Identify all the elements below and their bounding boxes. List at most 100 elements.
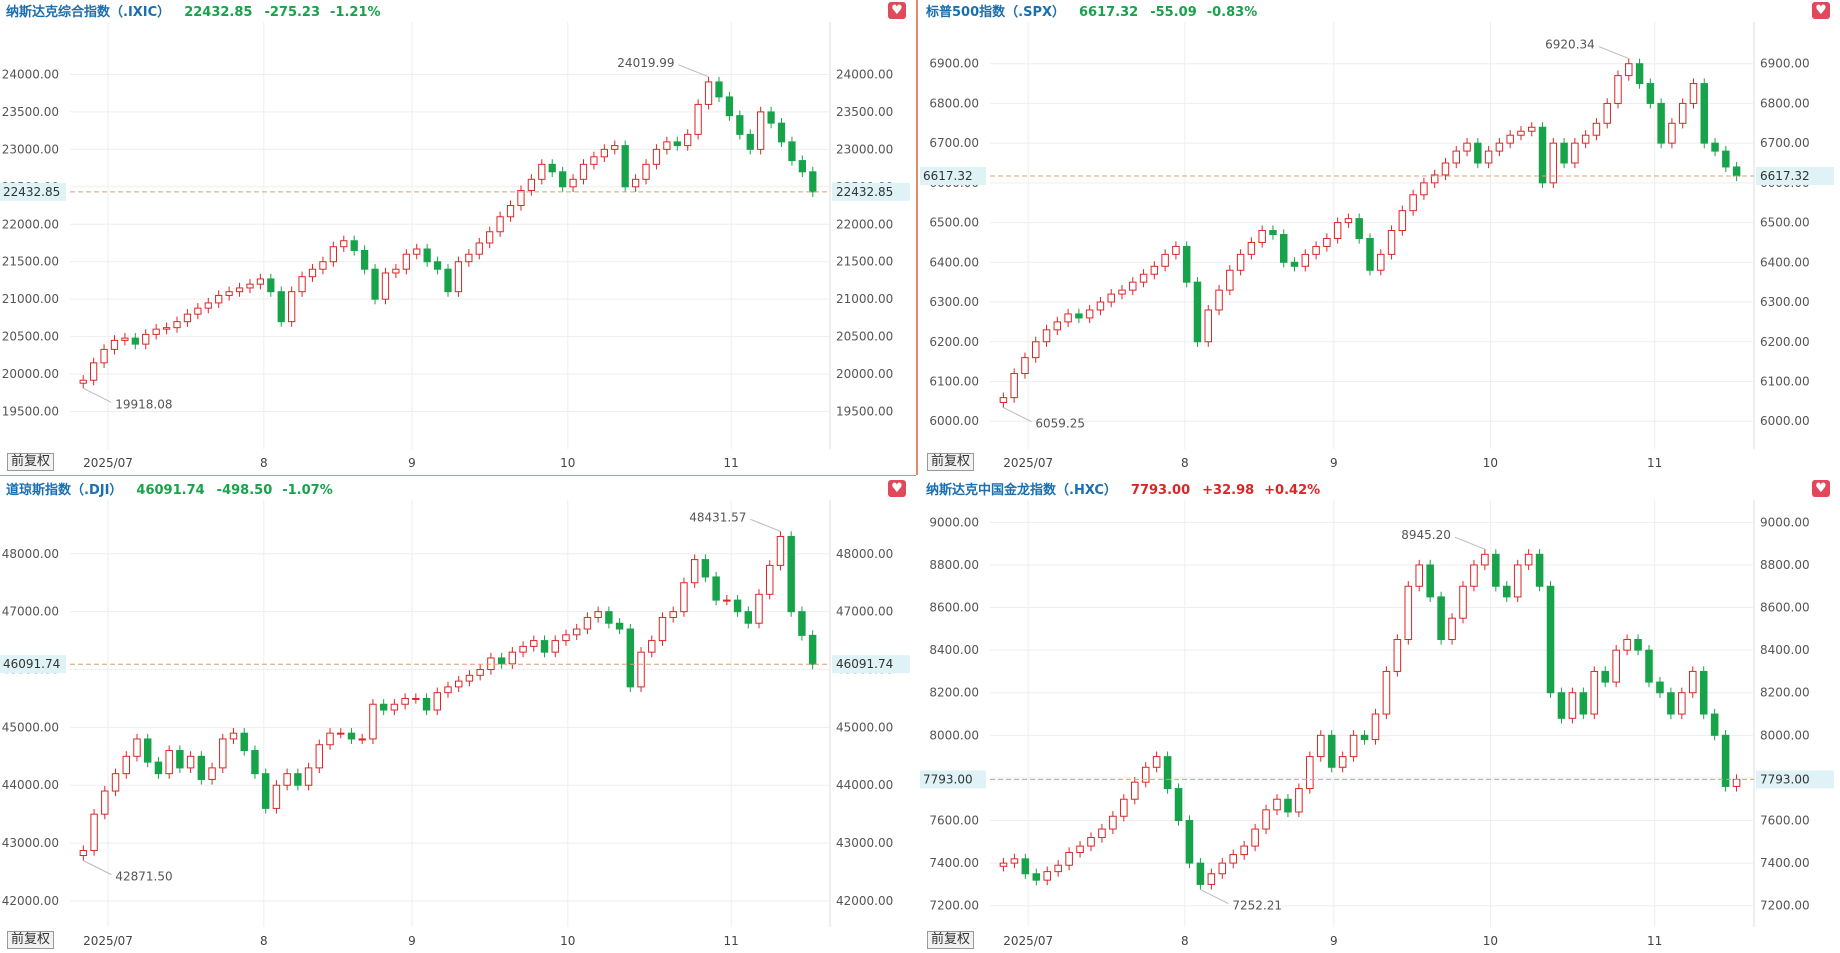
y-tick-label: 19500.00 (2, 405, 59, 419)
y-tick-label-right: 7400.00 (1760, 856, 1810, 870)
adjust-button[interactable]: 前复权 (927, 453, 975, 471)
candle-body (517, 190, 525, 207)
adjust-button[interactable]: 前复权 (7, 453, 55, 471)
candle-body (111, 773, 120, 792)
last-price-tag-left (920, 770, 986, 789)
candle-body (267, 278, 275, 293)
y-tick-label-right: 7600.00 (1760, 814, 1810, 828)
candle-body (1656, 681, 1664, 694)
candle-body (808, 634, 817, 665)
candle-body (1484, 150, 1493, 164)
candle-body (1301, 253, 1310, 267)
candle-body (1204, 309, 1212, 343)
candle-body (1646, 83, 1655, 104)
x-tick-label: 11 (724, 456, 739, 470)
candle-body (1262, 809, 1270, 830)
candle-body (444, 268, 452, 293)
candle-body (704, 81, 713, 105)
candle-body (133, 738, 141, 757)
last-price-tag-left-text: 7793.00 (923, 772, 973, 786)
candle-body (1513, 564, 1522, 598)
candle-body (433, 261, 442, 270)
index-name[interactable]: 标普500指数（.SPX） (926, 5, 1065, 20)
candle-body (684, 133, 692, 147)
candle-body (1678, 692, 1686, 715)
candle-body (204, 302, 212, 309)
heart-icon[interactable]: ♥ (888, 2, 906, 19)
candle-body (298, 276, 306, 293)
candle-body (1284, 798, 1292, 813)
x-tick-label: 2025/07 (83, 456, 133, 470)
candle-body (1623, 638, 1631, 651)
high-marker-line (750, 518, 781, 532)
candle-body (496, 216, 504, 233)
candle-body (100, 348, 108, 364)
candle-body (658, 616, 667, 642)
candle-body (1193, 281, 1202, 343)
candle-body (304, 767, 313, 786)
low-value-label: 42871.50 (115, 870, 172, 884)
heart-icon[interactable]: ♥ (1812, 2, 1830, 19)
candle-body (663, 141, 671, 150)
candle-body (1355, 218, 1363, 239)
candle-body (788, 141, 796, 162)
candle-body (340, 240, 348, 248)
candle-body (690, 559, 699, 584)
candle-body (326, 732, 334, 746)
adjust-button[interactable]: 前复权 (927, 931, 975, 949)
candle-body (1538, 126, 1547, 184)
y-tick-label-right: 20000.00 (836, 367, 893, 381)
candle-body (1470, 564, 1478, 587)
index-name[interactable]: 道琼斯指数（.DJI） (6, 483, 123, 498)
x-tick-label: 11 (724, 934, 739, 948)
adjust-button[interactable]: 前复权 (7, 931, 55, 949)
candle-body (277, 291, 285, 323)
y-tick-label: 22000.00 (2, 217, 59, 231)
candle-body (579, 163, 588, 180)
candle-body (621, 145, 629, 188)
candle-body (1280, 234, 1288, 263)
candle-body (1207, 873, 1216, 885)
x-tick-label: 8 (1181, 456, 1189, 470)
y-tick-label: 6100.00 (929, 374, 979, 388)
candle-body (1688, 670, 1697, 694)
index-name[interactable]: 纳斯达克综合指数（.IXIC） (6, 5, 171, 20)
candle-body (1240, 845, 1248, 856)
candle-body (1236, 253, 1245, 271)
candle-body (1430, 174, 1439, 184)
candle-body (423, 248, 431, 263)
candle-body (294, 773, 302, 786)
candlestick-chart: 7200.00 7200.00 7400.00 7400.00 7600.00 7600.… (920, 500, 1834, 948)
y-tick-label: 23500.00 (2, 105, 59, 119)
y-tick-label-right: 6500.00 (1760, 216, 1810, 230)
high-marker-line (678, 64, 709, 78)
heart-icon[interactable]: ♥ (888, 480, 906, 497)
y-tick-label: 23000.00 (2, 142, 59, 156)
candle-body (101, 790, 109, 815)
candle-body (798, 611, 806, 636)
candle-body (1174, 788, 1183, 822)
candle-body (1172, 245, 1180, 255)
candle-body (402, 253, 410, 270)
y-tick-label: 9000.00 (929, 515, 979, 529)
y-tick-label-right: 8600.00 (1760, 601, 1810, 615)
y-tick-label: 6500.00 (929, 216, 979, 230)
y-tick-label-right: 44000.00 (836, 778, 893, 792)
candle-body (1360, 734, 1369, 741)
index-name[interactable]: 纳斯达克中国金龙指数（.HXC） (926, 483, 1117, 498)
heart-icon[interactable]: ♥ (1812, 480, 1830, 497)
y-tick-label: 6700.00 (929, 136, 979, 150)
candle-body (652, 148, 661, 165)
candle-body (1152, 756, 1161, 768)
y-tick-label: 42000.00 (2, 894, 59, 908)
y-tick-label: 21500.00 (2, 255, 59, 269)
candle-body (465, 674, 474, 682)
candle-body (1667, 692, 1675, 715)
candle-body (1590, 670, 1599, 715)
candle-body (422, 697, 431, 711)
last-price-tag-right (832, 655, 910, 674)
index-change-percent: +0.42% (1264, 483, 1321, 498)
candle-body (1409, 194, 1417, 212)
y-tick-label-right: 42000.00 (836, 894, 893, 908)
last-price-tag-right (832, 182, 910, 201)
